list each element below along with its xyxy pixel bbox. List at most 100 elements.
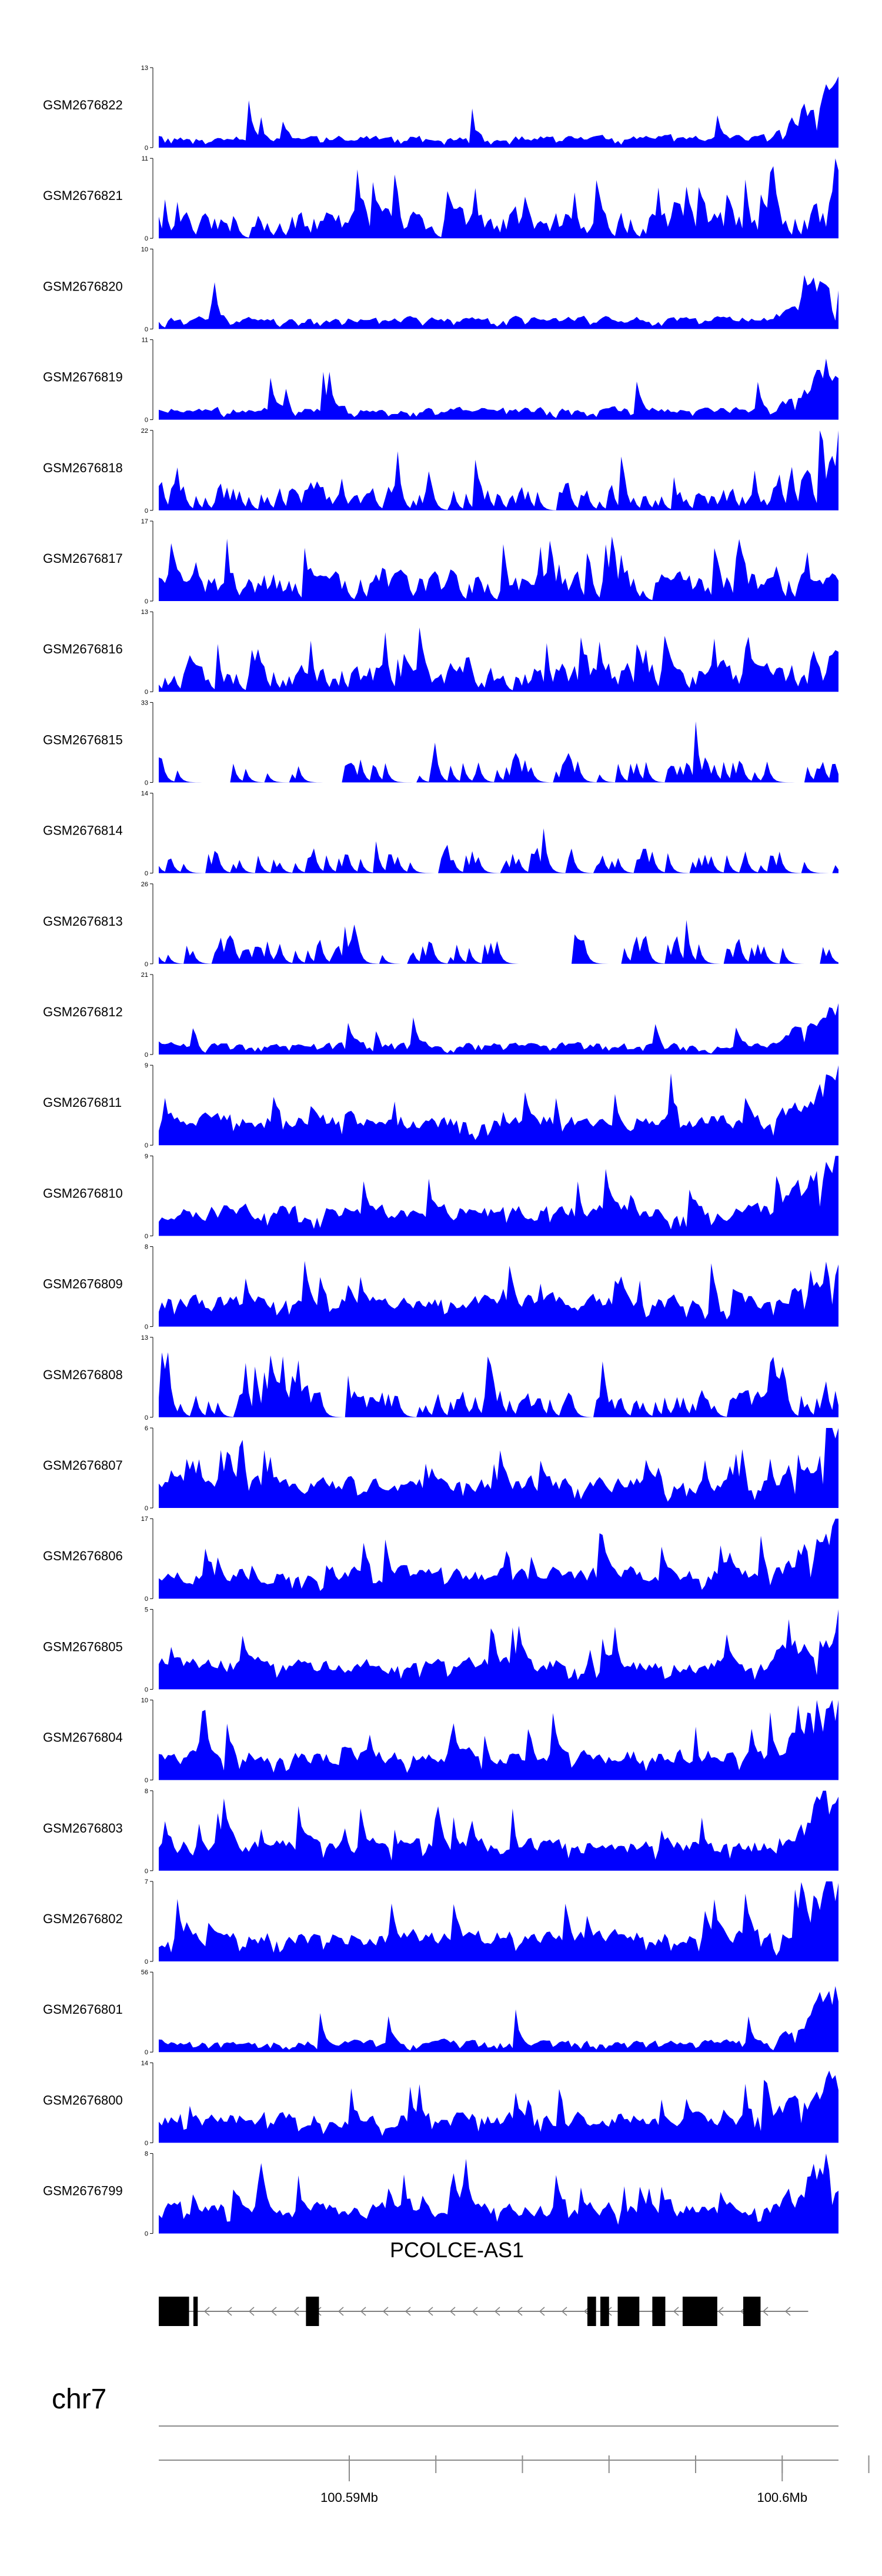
- track-label: GSM2676802: [43, 1911, 123, 1926]
- strand-arrow-icon: [539, 2307, 545, 2316]
- coverage-area: [159, 536, 838, 601]
- strand-arrow-icon: [248, 2307, 255, 2316]
- track-GSM2676819: GSM2676819 11 0: [43, 337, 838, 424]
- track-label: GSM2676807: [43, 1458, 123, 1473]
- y-max-label: 21: [141, 972, 148, 979]
- coverage-area: [159, 1428, 838, 1508]
- y-max-label: 56: [141, 1969, 148, 1976]
- track-GSM2676822: GSM2676822 13 0: [43, 65, 838, 152]
- y-max-label: 8: [145, 1788, 148, 1795]
- track-GSM2676801: GSM2676801 56 0: [43, 1969, 838, 2056]
- track-label: GSM2676808: [43, 1367, 123, 1382]
- coordinate-label: 100.59Mb: [320, 2490, 378, 2505]
- y-zero-label: 0: [145, 326, 148, 333]
- track-GSM2676800: GSM2676800 14 0: [43, 2060, 838, 2147]
- y-zero-label: 0: [145, 1324, 148, 1331]
- y-zero-label: 0: [145, 961, 148, 968]
- y-max-label: 11: [142, 155, 148, 162]
- track-label: GSM2676820: [43, 279, 123, 293]
- track-label: GSM2676805: [43, 1639, 123, 1654]
- y-zero-label: 0: [145, 145, 148, 152]
- exon-block: [193, 2297, 198, 2326]
- track-label: GSM2676821: [43, 188, 123, 203]
- track-label: GSM2676809: [43, 1277, 123, 1292]
- exon-block: [617, 2297, 640, 2326]
- track-GSM2676820: GSM2676820 10 0: [43, 246, 838, 333]
- gene-track: PCOLCE-AS1: [159, 2238, 808, 2326]
- y-zero-label: 0: [145, 779, 148, 786]
- y-max-label: 26: [141, 881, 148, 888]
- track-GSM2676817: GSM2676817 17 0: [43, 518, 838, 605]
- y-max-label: 17: [141, 1516, 148, 1523]
- strand-arrow-icon: [673, 2307, 679, 2316]
- coverage-area: [159, 920, 838, 964]
- track-GSM2676809: GSM2676809 8 0: [43, 1244, 838, 1331]
- chromosome-label: chr7: [52, 2384, 106, 2415]
- track-label: GSM2676810: [43, 1186, 123, 1200]
- y-zero-label: 0: [145, 1686, 148, 1693]
- track-label: GSM2676814: [43, 823, 123, 838]
- track-GSM2676815: GSM2676815 33 0: [43, 699, 838, 786]
- track-label: GSM2676800: [43, 2093, 123, 2107]
- y-max-label: 33: [141, 699, 148, 706]
- track-GSM2676813: GSM2676813 26 0: [43, 881, 838, 968]
- strand-arrow-icon: [784, 2307, 791, 2316]
- coverage-area: [159, 627, 838, 692]
- strand-arrow-icon: [338, 2307, 344, 2316]
- y-zero-label: 0: [145, 417, 148, 424]
- coverage-area: [159, 358, 838, 420]
- exon-block: [600, 2297, 609, 2326]
- y-max-label: 5: [145, 1606, 148, 1613]
- coverage-area: [159, 1790, 838, 1871]
- track-GSM2676810: GSM2676810 9 0: [43, 1153, 838, 1240]
- coverage-area: [159, 828, 838, 873]
- y-max-label: 13: [141, 65, 148, 72]
- track-label: GSM2676803: [43, 1821, 123, 1836]
- y-max-label: 11: [142, 337, 148, 344]
- coverage-area: [159, 1003, 838, 1055]
- coverage-area: [159, 1700, 838, 1780]
- y-zero-label: 0: [145, 598, 148, 605]
- track-GSM2676806: GSM2676806 17 0: [43, 1516, 838, 1603]
- coverage-area: [159, 76, 838, 148]
- strand-arrow-icon: [472, 2307, 478, 2316]
- track-GSM2676816: GSM2676816 13 0: [43, 609, 838, 696]
- exon-block: [587, 2297, 596, 2326]
- strand-arrow-icon: [717, 2307, 724, 2316]
- y-zero-label: 0: [145, 1505, 148, 1512]
- exon-block: [652, 2297, 666, 2326]
- y-max-label: 22: [141, 428, 148, 435]
- y-zero-label: 0: [145, 1596, 148, 1603]
- track-label: GSM2676819: [43, 370, 123, 385]
- y-max-label: 17: [141, 518, 148, 525]
- track-label: GSM2676811: [43, 1095, 122, 1110]
- coverage-area: [159, 2070, 838, 2143]
- exon-block: [682, 2297, 717, 2326]
- exon-block: [743, 2297, 761, 2326]
- strand-arrow-icon: [226, 2307, 232, 2316]
- track-GSM2676807: GSM2676807 6 0: [43, 1425, 838, 1512]
- coverage-area: [159, 1986, 838, 2053]
- coverage-area: [159, 1519, 838, 1599]
- y-zero-label: 0: [145, 508, 148, 515]
- strand-arrow-icon: [203, 2307, 210, 2316]
- y-max-label: 7: [145, 1878, 148, 1886]
- coordinate-label: 100.6Mb: [757, 2490, 807, 2505]
- y-max-label: 14: [141, 2060, 148, 2067]
- track-label: GSM2676799: [43, 2184, 123, 2198]
- track-label: GSM2676801: [43, 2002, 123, 2017]
- strand-arrow-icon: [360, 2307, 366, 2316]
- track-GSM2676821: GSM2676821 11 0: [43, 155, 838, 242]
- coverage-area: [159, 1881, 838, 1961]
- coverage-area: [159, 2153, 838, 2234]
- exon-block: [306, 2297, 319, 2326]
- y-max-label: 14: [141, 790, 148, 798]
- strand-arrow-icon: [762, 2307, 769, 2316]
- coverage-area: [159, 1352, 838, 1417]
- track-label: GSM2676804: [43, 1730, 123, 1745]
- genome-axis-track: chr7 100.59Mb 100.6Mb: [52, 2384, 870, 2505]
- y-max-label: 13: [141, 1334, 148, 1342]
- track-GSM2676814: GSM2676814 14 0: [43, 790, 838, 877]
- y-zero-label: 0: [145, 2140, 148, 2147]
- track-label: GSM2676812: [43, 1005, 123, 1019]
